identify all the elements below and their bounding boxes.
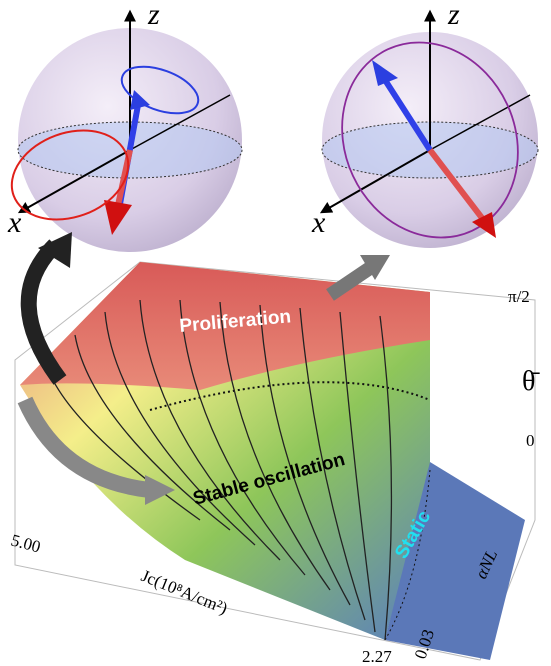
axis-label: x — [311, 206, 326, 239]
z-axis-label: θ̄ — [522, 366, 540, 397]
z-tick-label: 0 — [526, 431, 535, 450]
x-axis-label: Jc(10⁸A/cm²) — [139, 566, 231, 618]
z-tick-label: π/2 — [508, 287, 530, 306]
x-tick-label: 2.27 — [362, 647, 392, 666]
bloch-sphere-left: z x — [0, 0, 242, 252]
surface-plot: Proliferation Stable oscillation Static … — [9, 232, 540, 666]
x-tick-label: 5.00 — [9, 531, 43, 557]
figure: z x z x Proliferation Stable oscillation… — [0, 0, 551, 666]
axis-label: z — [447, 0, 460, 31]
axis-label: x — [7, 206, 22, 239]
axis-label: z — [147, 0, 160, 31]
bloch-sphere-right: z x — [311, 0, 550, 267]
